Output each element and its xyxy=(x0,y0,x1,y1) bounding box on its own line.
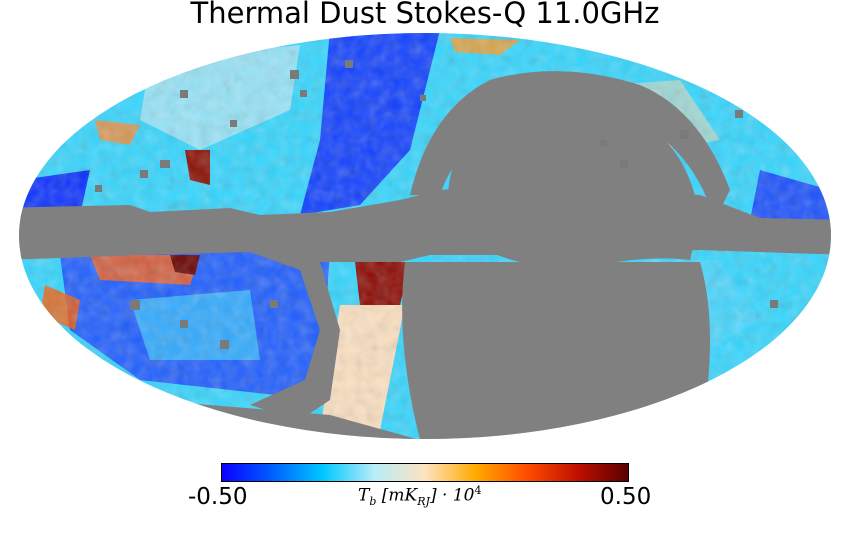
point-source-masks xyxy=(95,60,778,349)
southern-arc-mask xyxy=(402,262,710,439)
colorbar-max-label: 0.50 xyxy=(600,484,652,510)
east-mask xyxy=(448,107,700,265)
page-title: Thermal Dust Stokes-Q 11.0GHz xyxy=(190,0,660,30)
sky-map xyxy=(19,33,831,439)
colorbar xyxy=(221,463,629,482)
south-loop-mask xyxy=(250,252,340,420)
northern-arc-mask xyxy=(410,71,730,220)
colorbar-min-label: -0.50 xyxy=(188,484,248,510)
colorbar-unit-label: Tb [mKRJ] · 104 xyxy=(358,484,482,509)
